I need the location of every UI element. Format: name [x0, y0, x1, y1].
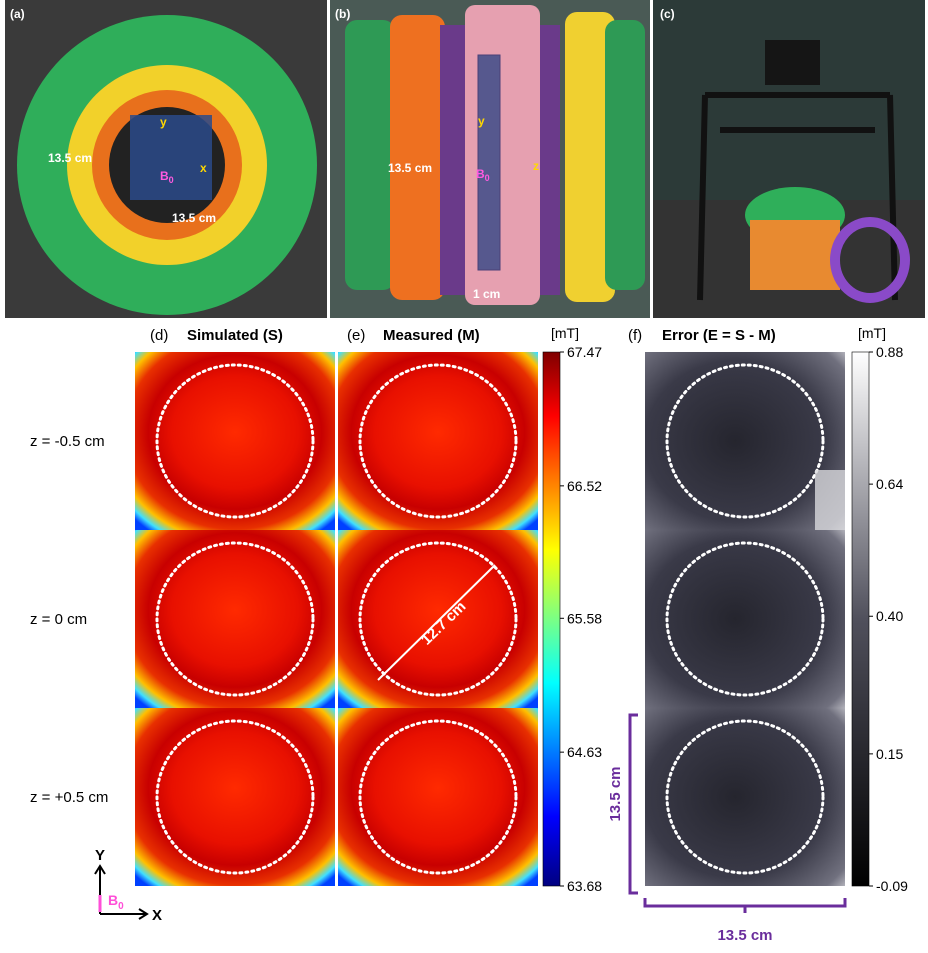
bracket [645, 898, 845, 913]
panel-label: (a) [10, 7, 25, 21]
colorbar-tick-label: 64.63 [567, 744, 602, 760]
row-label: z = 0 cm [30, 611, 87, 628]
heatmap-tile [135, 708, 335, 886]
dimension: 13.5 cm [388, 161, 432, 175]
colorbar-tick-label: 67.47 [567, 344, 602, 360]
row-label: z = -0.5 cm [30, 433, 105, 450]
axis-label: z [533, 159, 539, 173]
axis-label: y [160, 115, 167, 129]
photo-a: (a) 13.5 cm 13.5 cm y x B0 [5, 0, 327, 318]
panel-title: Error (E = S - M) [662, 327, 776, 344]
colorbar-tick-label: 0.64 [876, 476, 903, 492]
colorbar-tick-label: 66.52 [567, 478, 602, 494]
corner-highlight [815, 470, 845, 530]
heatmap-tile [135, 352, 335, 530]
row-label: z = +0.5 cm [30, 789, 108, 806]
colorbar [852, 352, 869, 886]
colorbar-tick-label: 0.40 [876, 608, 903, 624]
photo-b: (b) 13.5 cm 1 cm y z B0 [330, 0, 650, 318]
colorbar-tick-label: 65.58 [567, 610, 602, 626]
fov-slab [478, 55, 500, 270]
panel-label: (e) [347, 327, 365, 344]
green-coil [605, 20, 645, 290]
axis-label: y [478, 114, 485, 128]
colorbar [543, 352, 560, 886]
panel-label: (b) [335, 7, 350, 21]
green-coil [345, 20, 395, 290]
coil-stack [750, 220, 840, 290]
axis-label: Y [95, 847, 105, 864]
axis-label: x [200, 161, 207, 175]
dimension: 13.5 cm [172, 211, 216, 225]
heatmap-tile [135, 530, 335, 708]
field-label: B0 [108, 892, 124, 912]
colorbar-tick-label: 0.88 [876, 344, 903, 360]
panel-title: Simulated (S) [187, 327, 283, 344]
axis-label: X [152, 907, 162, 924]
orange-coil [390, 15, 445, 300]
dimension: 13.5 cm [607, 766, 624, 821]
colorbar-tick-label: -0.09 [876, 878, 908, 894]
colorbar-unit: [mT] [551, 325, 579, 341]
panel-label: (d) [150, 327, 168, 344]
heatmaps [135, 352, 845, 886]
panel-title: Measured (M) [383, 327, 480, 344]
dimension: 1 cm [473, 287, 500, 301]
figure: (a) 13.5 cm 13.5 cm y x B0 (b) 13.5 cm 1… [0, 0, 928, 948]
heatmap-tile [645, 530, 845, 708]
colorbar-unit: [mT] [858, 325, 886, 341]
dimension: 13.5 cm [717, 927, 772, 944]
colorbar-tick-label: 63.68 [567, 878, 602, 894]
stage [765, 40, 820, 85]
photo-c: (c) [653, 0, 925, 318]
dimension: 13.5 cm [48, 151, 92, 165]
heatmap-tile [645, 708, 845, 886]
panel-label: (c) [660, 7, 675, 21]
heatmap-tile [338, 352, 538, 530]
heatmap-tile [338, 708, 538, 886]
colorbar-tick-label: 0.15 [876, 746, 903, 762]
panel-label: (f) [628, 327, 642, 344]
bracket [630, 715, 638, 893]
pink-coil [465, 5, 540, 305]
fov-box [130, 115, 212, 200]
